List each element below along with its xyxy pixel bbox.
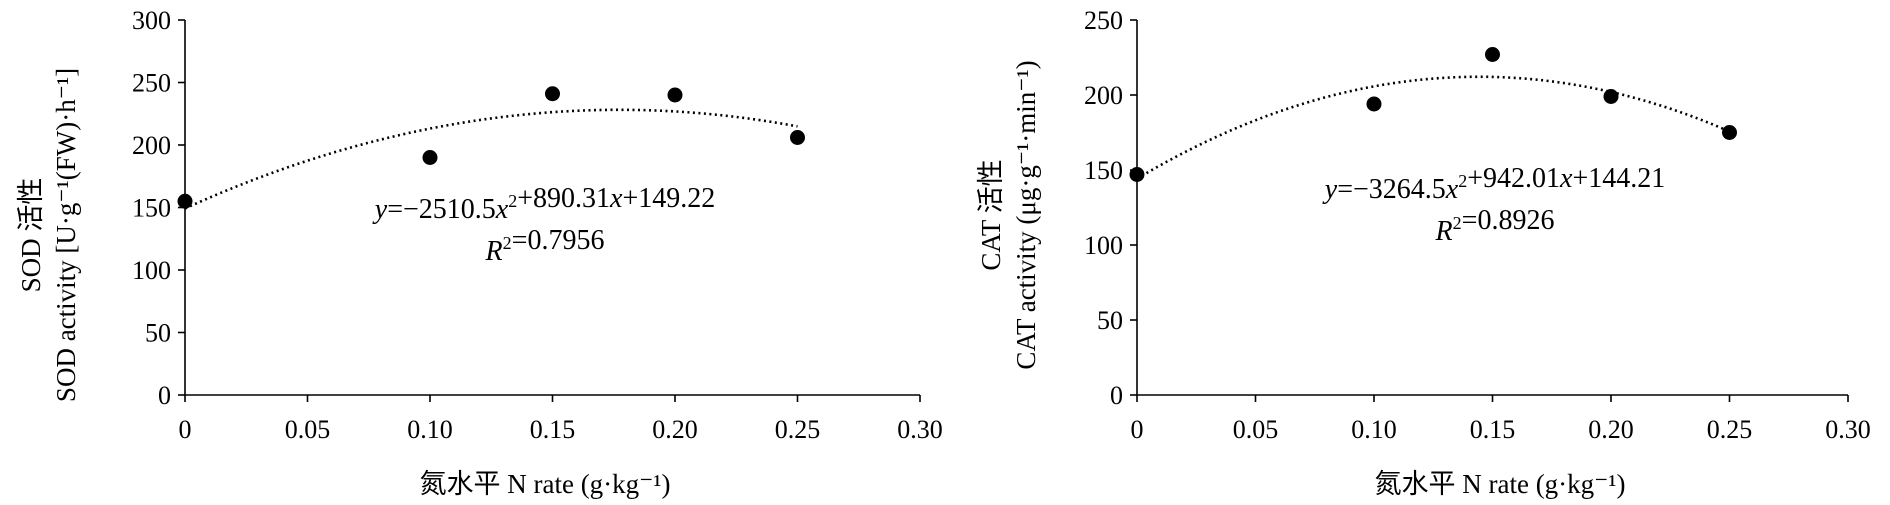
sod-points — [177, 86, 805, 209]
cat-x-tick-label: 0.10 — [1351, 415, 1397, 444]
cat-y-tick-label: 0 — [1110, 381, 1123, 410]
cat-y-tick-label: 200 — [1084, 81, 1123, 110]
sod-y-tick-label: 100 — [132, 256, 171, 285]
cat-y-tick-label: 150 — [1084, 156, 1123, 185]
cat-data-point — [1485, 47, 1500, 62]
sod-chart: SOD 活性 SOD activity [U·g⁻¹(FW)·h⁻¹] 氮水平 … — [16, 6, 943, 499]
sod-data-point — [545, 86, 560, 102]
sod-data-point — [667, 87, 683, 103]
cat-ylabel-en: CAT activity (μg·g⁻¹·min⁻¹) — [1011, 60, 1041, 369]
cat-equation: y=−3264.5x2+942.01x+144.21 — [1322, 163, 1666, 205]
sod-data-point — [790, 130, 805, 145]
sod-y-tick-label: 300 — [132, 6, 171, 35]
sod-x-ticks: 0 0.05 0.10 0.15 0.20 0.25 0.30 — [179, 395, 943, 444]
sod-y-tick-label: 250 — [132, 69, 171, 98]
cat-r2: R2=0.8926 — [1435, 205, 1555, 247]
sod-y-tick-label: 50 — [145, 319, 171, 348]
cat-axes — [1136, 20, 1848, 396]
cat-data-point — [1603, 89, 1619, 104]
sod-y-tick-label: 0 — [158, 381, 171, 410]
sod-y-tick-label: 150 — [132, 194, 171, 223]
cat-x-tick-label: 0.25 — [1707, 415, 1753, 444]
sod-data-point — [422, 150, 438, 165]
sod-r2: R2=0.7956 — [485, 225, 605, 267]
sod-x-tick-label: 0.05 — [285, 415, 331, 444]
cat-y-tick-label: 250 — [1084, 6, 1123, 35]
sod-x-tick-label: 0.15 — [530, 415, 576, 444]
sod-ylabel-en: SOD activity [U·g⁻¹(FW)·h⁻¹] — [51, 68, 81, 402]
sod-x-tick-label: 0.20 — [652, 415, 698, 444]
sod-x-tick-label: 0 — [179, 415, 192, 444]
sod-y-ticks: 0 50 100 150 200 250 300 — [132, 6, 185, 410]
cat-xlabel: 氮水平 N rate (g·kg⁻¹) — [1374, 469, 1625, 499]
sod-data-point — [177, 193, 193, 209]
cat-chart: CAT 活性 CAT activity (μg·g⁻¹·min⁻¹) 氮水平 N… — [976, 6, 1871, 499]
cat-x-tick-label: 0.20 — [1588, 415, 1634, 444]
cat-data-point — [1722, 125, 1737, 140]
sod-x-tick-label: 0.25 — [775, 415, 821, 444]
cat-trendline — [1136, 75, 1731, 180]
sod-ylabel-cn: SOD 活性 — [16, 178, 46, 293]
sod-trendline — [184, 108, 798, 210]
cat-ylabel-cn: CAT 活性 — [976, 159, 1006, 270]
cat-x-tick-label: 0.15 — [1470, 415, 1516, 444]
sod-x-tick-label: 0.10 — [407, 415, 453, 444]
cat-y-tick-label: 100 — [1084, 231, 1123, 260]
cat-data-point — [1366, 96, 1382, 112]
cat-y-ticks: 0 50 100 150 200 250 — [1084, 6, 1137, 410]
cat-x-tick-label: 0.30 — [1825, 415, 1871, 444]
sod-xlabel: 氮水平 N rate (g·kg⁻¹) — [419, 469, 670, 499]
sod-equation: y=−2510.5x2+890.31x+149.22 — [372, 183, 716, 225]
cat-x-ticks: 0 0.05 0.10 0.15 0.20 0.25 0.30 — [1131, 395, 1871, 444]
cat-x-tick-label: 0 — [1131, 415, 1144, 444]
cat-data-point — [1129, 167, 1145, 182]
cat-y-tick-label: 50 — [1097, 306, 1123, 335]
cat-points — [1129, 47, 1737, 182]
cat-x-tick-label: 0.05 — [1233, 415, 1279, 444]
sod-x-tick-label: 0.30 — [897, 415, 943, 444]
sod-y-tick-label: 200 — [132, 131, 171, 160]
